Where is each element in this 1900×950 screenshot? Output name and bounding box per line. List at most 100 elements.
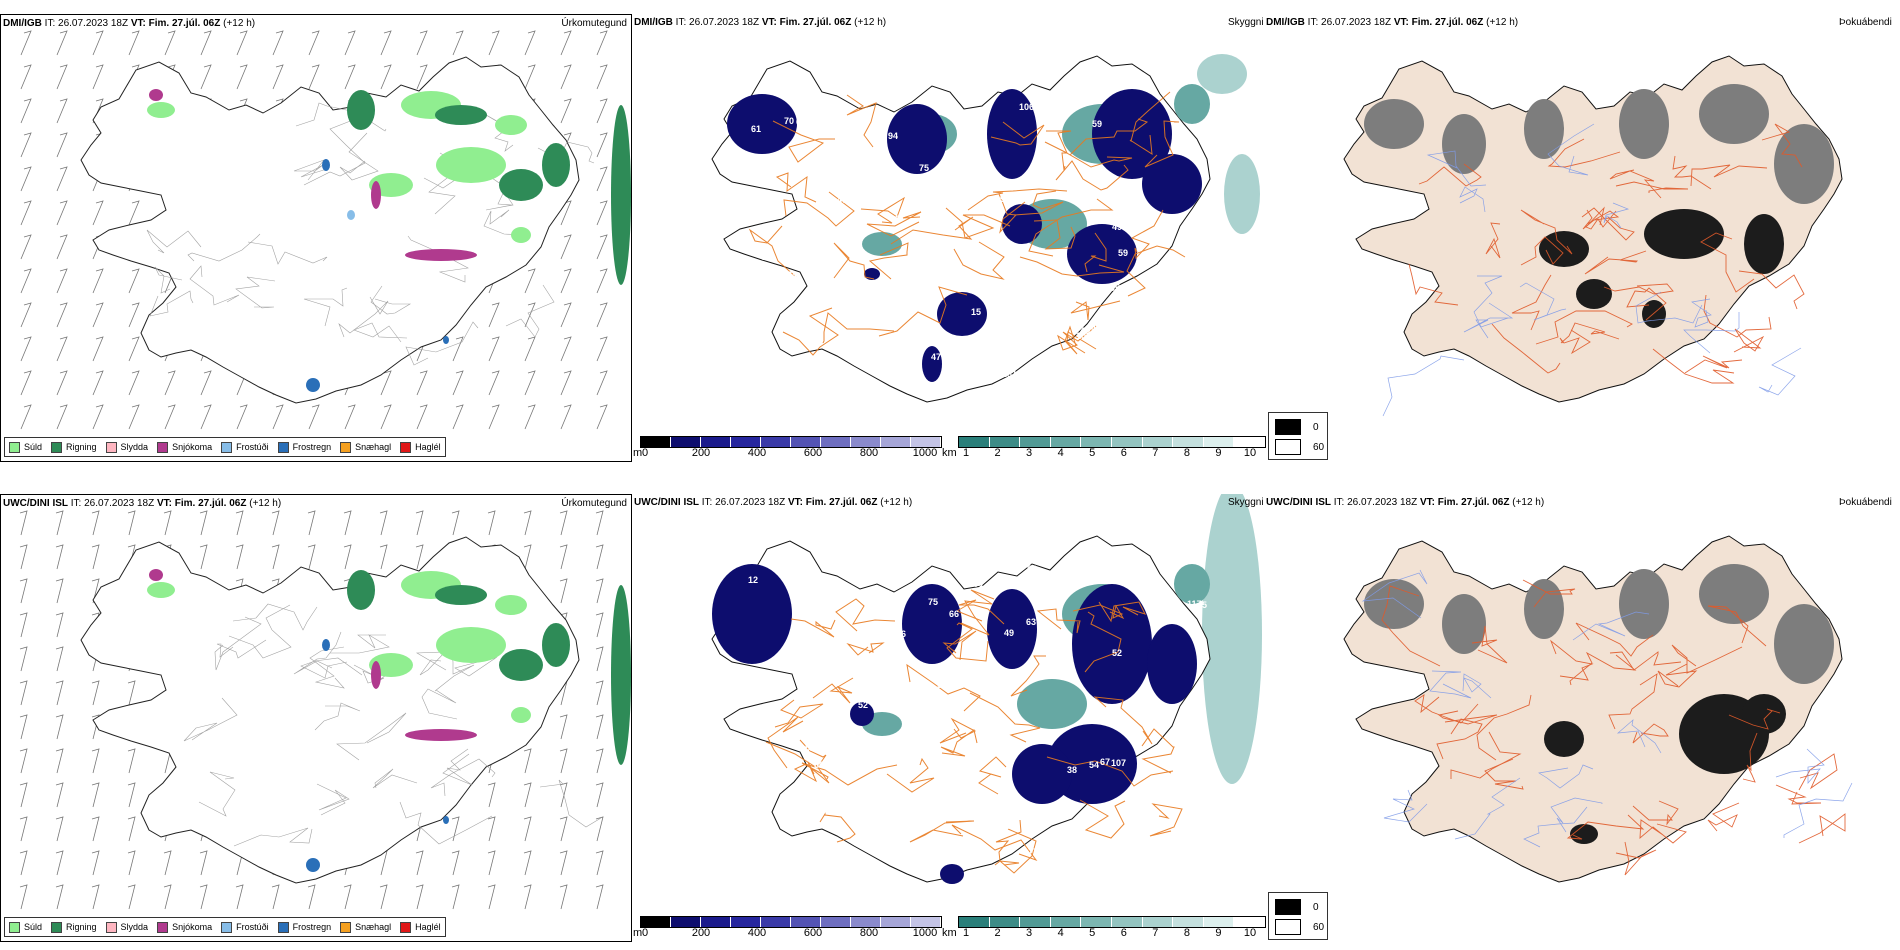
colorbar-tick: 9	[1215, 447, 1222, 459]
fog-legend-label: 60	[1313, 441, 1325, 453]
cloud-base-value: 90	[977, 341, 987, 351]
panel-title: DMI/IGB IT: 26.07.2023 18Z VT: Fim. 27.j…	[1266, 17, 1519, 28]
colorbar-step	[989, 917, 1021, 927]
panel-title: UWC/DINI ISL IT: 26.07.2023 18Z VT: Fim.…	[634, 497, 913, 508]
iceland-outline	[711, 535, 1211, 883]
colorbar-step	[1234, 437, 1265, 447]
legend-item: Snjókoma	[157, 441, 213, 453]
cloud-base-value: 46	[1011, 344, 1021, 354]
precip-snow	[149, 569, 477, 741]
visibility-ticks: 1 2 3 4 5 6 7 8 9 10	[963, 447, 1256, 459]
colorbar-tick: 6	[1120, 447, 1127, 459]
precip-freezing-rain	[306, 159, 449, 392]
colorbar-tick: 6	[1120, 927, 1127, 939]
cloud-base-value: 43	[832, 672, 842, 682]
colorbar-step	[641, 437, 671, 447]
cloud-base-value: 77	[840, 177, 850, 187]
cloud-base-value: 68	[1194, 215, 1204, 225]
cloud-base-value: 75	[928, 597, 938, 607]
colorbar-tick: 800	[859, 927, 879, 939]
colorbar-tick: 2	[994, 447, 1001, 459]
precip-freezing-rain	[306, 639, 449, 872]
legend-label: Snæhagl	[355, 442, 392, 452]
colorbar-tick: 400	[747, 927, 767, 939]
colorbar-step	[821, 437, 851, 447]
legend-label: Slydda	[120, 442, 149, 452]
cloud-base-value: 60	[778, 559, 788, 569]
colorbar-step	[959, 917, 990, 927]
panel-fog-dmi: DMI/IGB IT: 26.07.2023 18Z VT: Fim. 27.j…	[1264, 14, 1900, 462]
cloud-base-value: 52	[826, 638, 836, 648]
fog-moderate	[1364, 84, 1834, 204]
visibility-colorbar	[958, 436, 1266, 448]
colorbar-step	[1081, 917, 1112, 927]
fog-map	[1343, 55, 1843, 417]
cloud-base-value: 72	[951, 837, 961, 847]
legend-item: Snjókoma	[157, 921, 213, 933]
roads-layer	[1381, 579, 1846, 876]
colorbar-step	[1050, 437, 1082, 447]
cloud-base-value: 56	[1151, 323, 1161, 333]
panel-visibility-uwc: UWC/DINI ISL IT: 26.07.2023 18Z VT: Fim.…	[632, 494, 1264, 942]
colorbar-tick: 0	[641, 447, 649, 459]
colorbar-tick: 5	[1089, 927, 1096, 939]
cloud-base-value: 57	[1035, 373, 1045, 383]
colorbar-tick: 200	[691, 447, 711, 459]
colorbar-step	[1020, 917, 1051, 927]
colorbar-step	[1173, 437, 1204, 447]
cloud-base-value: 59	[1092, 119, 1102, 129]
visibility-unit: km	[942, 927, 957, 939]
cloud-base-value: 12	[748, 575, 758, 585]
cloud-base-value: 60	[796, 117, 806, 127]
precip-map	[20, 30, 631, 430]
colorbar-tick: 7	[1152, 927, 1159, 939]
colorbar-step	[791, 917, 821, 927]
colorbar-step	[1203, 917, 1235, 927]
panel-variable-label: Skyggni	[1228, 17, 1264, 28]
colorbar-tick: 7	[1152, 447, 1159, 459]
panel-title: DMI/IGB IT: 26.07.2023 18Z VT: Fim. 27.j…	[634, 17, 887, 28]
legend-item: Frostúði	[221, 441, 269, 453]
colorbar-tick: 10	[1243, 447, 1257, 459]
fog-swatch-dense	[1275, 899, 1301, 915]
legend-label: Snjókoma	[172, 922, 213, 932]
colorbar-tick: 10	[1243, 927, 1257, 939]
panel-visibility-dmi: DMI/IGB IT: 26.07.2023 18Z VT: Fim. 27.j…	[632, 14, 1264, 462]
colorbar-step	[1111, 917, 1143, 927]
legend-swatch	[400, 441, 412, 453]
fog-legend-label: 60	[1313, 921, 1325, 933]
cloud-base-value: 56	[1101, 864, 1111, 874]
colorbar-step	[791, 437, 821, 447]
colorbar-step	[761, 917, 791, 927]
cloud-base-labels: 49 38 39 51 43 54 52 49 46 59 43 45 56 59 60 54 63 50 53 71…	[748, 559, 1207, 874]
cloud-base-value: 70	[784, 116, 794, 126]
legend-swatch	[277, 441, 289, 453]
panel-variable-label: Skyggni	[1228, 497, 1264, 508]
legend-swatch	[157, 441, 169, 453]
cloud-base-value: 49	[1155, 818, 1165, 828]
fog-swatch-none	[1275, 439, 1301, 455]
cloud-base-value: 67	[1100, 757, 1110, 767]
cloud-base-value: 45	[1197, 600, 1207, 610]
colorbar-step	[911, 437, 941, 447]
cloud-base-low	[712, 564, 1197, 884]
colorbar-step	[701, 437, 731, 447]
cloud-base-value: 45	[899, 649, 909, 659]
cloud-base-value: 49	[1004, 628, 1014, 638]
cloud-base-value: 62	[890, 214, 900, 224]
colorbar-tick: 1000	[912, 927, 938, 939]
colorbar-step	[1111, 437, 1143, 447]
legend-item: Rigning	[51, 921, 97, 933]
cloud-base-value: 61	[954, 354, 964, 364]
colorbar-tick: 4	[1057, 927, 1064, 939]
colorbar-step	[641, 917, 671, 927]
cloud-base-value: 46	[1080, 326, 1090, 336]
colorbar-tick: 1	[962, 927, 970, 939]
legend-item: Frostúði	[221, 921, 269, 933]
legend-label: Snjókoma	[172, 442, 213, 452]
panel-title: DMI/IGB IT: 26.07.2023 18Z VT: Fim. 27.j…	[3, 18, 256, 29]
visibility-map: 4753696168629074527764566157595274465749…	[711, 54, 1260, 403]
cloud-base-value: 52	[858, 700, 868, 710]
cloud-base-value: 52	[1103, 214, 1113, 224]
visibility-sea	[1197, 54, 1260, 234]
